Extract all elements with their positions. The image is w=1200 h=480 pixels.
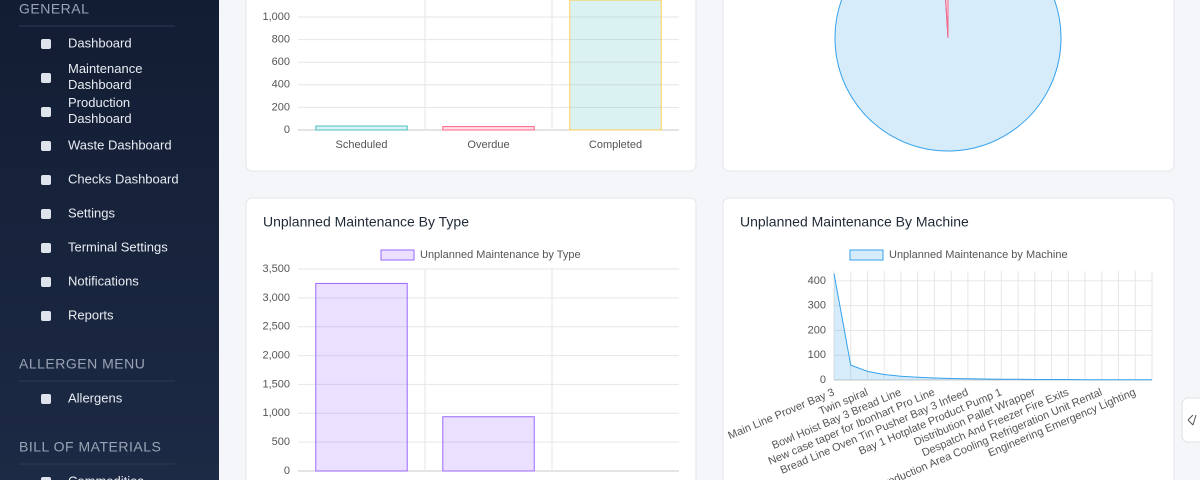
y-tick-label: 2,000 xyxy=(262,349,290,361)
menu-item[interactable]: Production Dashboard xyxy=(68,95,132,126)
menu-item[interactable]: Waste Dashboard xyxy=(68,137,172,152)
bar xyxy=(569,0,662,131)
menu-item[interactable]: Dashboard xyxy=(68,35,132,50)
pie-slice xyxy=(834,0,1062,152)
section-heading: BILL OF MATERIALS xyxy=(19,439,161,455)
menu-line: Production xyxy=(68,95,130,110)
y-tick-label: 400 xyxy=(272,79,290,91)
menu-icon xyxy=(41,175,51,185)
menu-line: Maintenance xyxy=(68,61,142,76)
x-tick-label: Completed xyxy=(589,139,642,151)
y-tick-label: 300 xyxy=(808,300,826,312)
legend-swatch xyxy=(849,249,884,261)
widget-icon xyxy=(1187,414,1197,426)
menu-icon xyxy=(41,107,51,117)
menu-item[interactable]: Settings xyxy=(68,205,115,220)
y-tick-label: 0 xyxy=(284,124,290,136)
menu-icon xyxy=(41,39,51,49)
y-tick-label: 600 xyxy=(272,56,290,68)
menu-item[interactable]: Notifications xyxy=(68,273,139,288)
menu-icon xyxy=(41,243,51,253)
y-tick-label: 400 xyxy=(808,275,826,287)
menu-icon xyxy=(41,477,51,480)
x-tick-label: Scheduled xyxy=(336,139,388,151)
menu-icon xyxy=(41,311,51,321)
legend-swatch xyxy=(380,249,415,261)
card-title: Unplanned Maintenance By Type xyxy=(263,214,469,230)
menu-icon xyxy=(41,394,51,404)
menu-item[interactable]: Terminal Settings xyxy=(68,239,168,254)
bar xyxy=(442,416,535,472)
menu-item[interactable]: Maintenance Dashboard xyxy=(68,61,142,92)
menu-line: Dashboard xyxy=(68,111,132,126)
y-tick-label: 3,500 xyxy=(262,263,290,275)
menu-item[interactable]: Allergens xyxy=(68,390,123,405)
floating-widget[interactable] xyxy=(1181,397,1200,443)
menu-line: Dashboard xyxy=(68,77,132,92)
menu-item[interactable]: Reports xyxy=(68,307,114,322)
menu-item[interactable]: Checks Dashboard xyxy=(68,171,179,186)
section-heading: GENERAL xyxy=(19,1,89,17)
y-tick-label: 0 xyxy=(284,465,290,477)
bar xyxy=(315,125,408,131)
y-tick-label: 200 xyxy=(272,101,290,113)
y-tick-label: 100 xyxy=(808,349,826,361)
menu-icon xyxy=(41,277,51,287)
y-tick-label: 2,500 xyxy=(262,321,290,333)
y-tick-label: 1,000 xyxy=(262,407,290,419)
y-tick-label: 0 xyxy=(820,374,826,386)
bar xyxy=(442,126,535,131)
line xyxy=(833,273,1152,381)
y-tick-label: 200 xyxy=(808,324,826,336)
y-tick-label: 500 xyxy=(272,436,290,448)
bar xyxy=(315,282,408,472)
legend-label: Unplanned Maintenance by Machine xyxy=(889,249,1068,261)
menu-icon xyxy=(41,209,51,219)
y-tick-label: 1,000 xyxy=(262,11,290,23)
x-tick-label: Overdue xyxy=(467,139,509,151)
sidebar xyxy=(0,0,219,480)
card-title: Unplanned Maintenance By Machine xyxy=(740,214,969,230)
card xyxy=(722,197,1175,480)
menu-icon xyxy=(41,73,51,83)
menu-item[interactable]: Commodities xyxy=(68,473,144,480)
pie-slice xyxy=(945,0,949,39)
menu-icon xyxy=(41,141,51,151)
y-tick-label: 3,000 xyxy=(262,292,290,304)
section-heading: ALLERGEN MENU xyxy=(19,356,145,372)
y-tick-label: 800 xyxy=(272,34,290,46)
card xyxy=(245,0,697,172)
legend-label: Unplanned Maintenance by Type xyxy=(420,249,581,261)
y-tick-label: 1,500 xyxy=(262,378,290,390)
